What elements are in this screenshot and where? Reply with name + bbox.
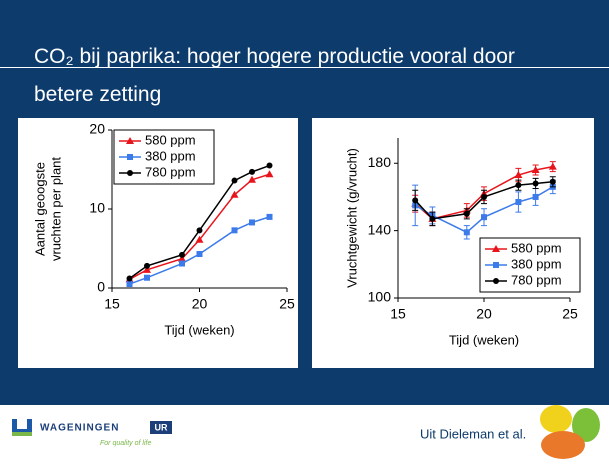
footer-art: WAGENINGEN UR For quality of life Uit Di…: [0, 405, 609, 462]
marker: [481, 194, 487, 200]
legend-label: 580 ppm: [511, 240, 562, 255]
marker: [464, 229, 470, 235]
y-tick-label: 180: [368, 154, 392, 170]
legend-label: 780 ppm: [145, 164, 196, 179]
marker: [533, 180, 539, 186]
marker: [127, 276, 133, 282]
y-axis-label: vruchten per plant: [48, 157, 63, 261]
marker: [232, 178, 238, 184]
marker: [412, 197, 418, 203]
marker: [197, 251, 203, 257]
pepper: [541, 431, 585, 459]
marker: [249, 169, 255, 175]
marker: [493, 278, 499, 284]
marker: [197, 227, 203, 233]
x-tick-label: 15: [390, 306, 406, 322]
legend-label: 780 ppm: [511, 272, 562, 287]
marker: [267, 163, 273, 169]
legend-label: 380 ppm: [145, 148, 196, 163]
marker: [493, 262, 499, 268]
x-tick-label: 15: [104, 296, 120, 312]
marker: [179, 261, 185, 267]
y-axis-label: Vruchtgewicht (g/vrucht): [344, 148, 359, 288]
footer: WAGENINGEN UR For quality of life Uit Di…: [0, 405, 609, 462]
marker: [515, 199, 521, 205]
x-tick-label: 20: [192, 296, 208, 312]
legend-label: 380 ppm: [511, 256, 562, 271]
marker: [127, 154, 133, 160]
logo-tagline: For quality of life: [100, 440, 151, 447]
y-tick-label: 20: [89, 121, 105, 137]
marker: [127, 281, 133, 287]
marker: [464, 211, 470, 217]
marker: [249, 219, 255, 225]
x-tick-label: 20: [476, 306, 492, 322]
x-axis-label: Tijd (weken): [449, 332, 519, 347]
x-tick-label: 25: [562, 306, 578, 322]
marker: [515, 182, 521, 188]
marker: [144, 263, 150, 269]
logo-mark: [17, 419, 27, 429]
marker: [232, 227, 238, 233]
y-tick-label: 140: [368, 221, 392, 237]
marker: [550, 179, 556, 185]
marker: [127, 170, 133, 176]
marker: [533, 194, 539, 200]
x-axis-label: Tijd (weken): [164, 322, 234, 337]
logo-ur: UR: [155, 422, 168, 432]
y-tick-label: 10: [89, 200, 105, 216]
marker: [144, 275, 150, 281]
pepper: [540, 405, 572, 433]
marker: [179, 252, 185, 258]
y-tick-label: 100: [368, 289, 392, 305]
legend-label: 580 ppm: [145, 132, 196, 147]
marker: [481, 214, 487, 220]
source: Uit Dieleman et al.: [420, 426, 526, 441]
y-tick-label: 0: [97, 279, 105, 295]
marker: [267, 214, 273, 220]
y-axis-label: Aantal geoogste: [32, 162, 47, 256]
slide: CO₂ bij paprika: hoger hogere productie …: [0, 0, 609, 462]
logo-name: WAGENINGEN: [40, 423, 119, 434]
x-tick-label: 25: [279, 296, 295, 312]
logo-mark: [12, 432, 32, 436]
marker: [429, 216, 435, 222]
